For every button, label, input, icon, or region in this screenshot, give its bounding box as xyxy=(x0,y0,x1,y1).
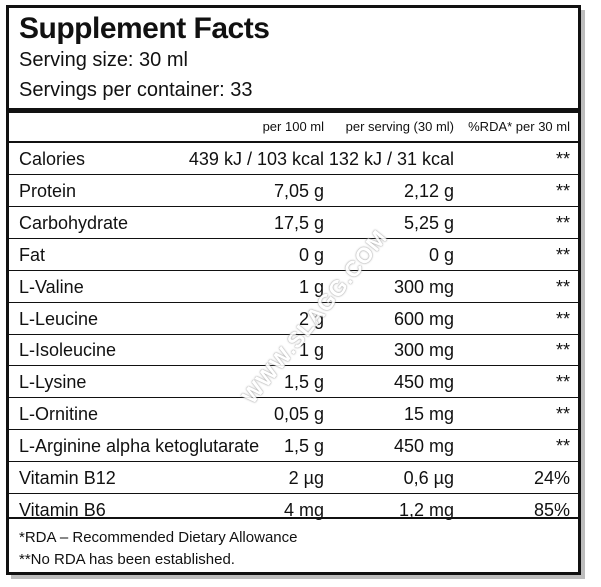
column-header-rda: %RDA* per 30 ml xyxy=(468,119,570,134)
value-per-serving: 132 kJ / 31 kcal xyxy=(328,149,454,169)
value-rda: 85% xyxy=(533,499,570,520)
column-header-per-serving: per serving (30 ml) xyxy=(345,119,454,134)
value-per-serving: 5,25 g xyxy=(403,212,454,233)
value-rda: ** xyxy=(555,180,570,201)
value-per-100ml: 0 g xyxy=(298,244,324,265)
row-divider xyxy=(9,397,578,399)
value-rda: ** xyxy=(555,340,570,361)
value-per-100ml: 0,05 g xyxy=(273,404,324,425)
value-per-100ml: 1 g xyxy=(298,276,324,297)
panel-shadow-right xyxy=(581,10,585,578)
table-row: L-Arginine alpha ketoglutarate 1,5 g 450 m… xyxy=(9,430,578,463)
table-row: L-Ornitine 0,05 g 15 mg ** xyxy=(9,398,578,431)
supplement-facts-panel: Supplement Facts Serving size: 30 ml Ser… xyxy=(6,5,581,575)
panel-shadow-bottom xyxy=(11,575,585,579)
value-rda: ** xyxy=(555,404,570,425)
nutrient-name: L-Ornitine xyxy=(19,404,99,425)
value-per-100ml: 1,5 g xyxy=(283,372,324,393)
nutrient-name: Protein xyxy=(19,180,77,201)
nutrient-name: Vitamin B12 xyxy=(19,468,116,488)
value-rda: ** xyxy=(555,149,570,169)
nutrient-name: L-Valine xyxy=(19,276,84,297)
table-row: L-Lysine 1,5 g 450 mg ** xyxy=(9,366,578,399)
table-row: L-Leucine 2 g 600 mg ** xyxy=(9,303,578,335)
value-per-100ml: 1 g xyxy=(298,340,324,361)
value-per-serving: 600 mg xyxy=(393,308,454,329)
value-per-serving: 2,12 g xyxy=(403,180,454,201)
nutrient-name: L-Lysine xyxy=(19,372,87,393)
value-per-100ml: 439 kJ / 103 kcal xyxy=(188,149,324,169)
column-header-per-100ml: per 100 ml xyxy=(262,119,324,134)
value-rda: ** xyxy=(555,436,570,457)
table-row: Vitamin B6 4 mg 1,2 mg 85% xyxy=(9,494,578,525)
table-row: Protein 7,05 g 2,12 g ** xyxy=(9,175,578,207)
value-rda: ** xyxy=(555,308,570,329)
value-rda: ** xyxy=(555,276,570,297)
nutrient-name: L-Arginine alpha ketoglutarate xyxy=(19,436,260,457)
row-divider xyxy=(9,174,578,175)
value-rda: ** xyxy=(555,212,570,233)
row-divider xyxy=(9,461,578,463)
value-per-100ml: 2 µg xyxy=(288,468,324,488)
value-per-serving: 0,6 µg xyxy=(403,468,454,488)
row-divider xyxy=(9,365,578,367)
column-header-divider xyxy=(9,141,578,143)
nutrient-name: Calories xyxy=(19,149,86,169)
row-divider xyxy=(9,333,578,335)
value-rda: ** xyxy=(555,244,570,265)
value-per-100ml: 4 mg xyxy=(283,499,324,520)
header-divider xyxy=(9,108,578,113)
footnote-rda: *RDA – Recommended Dietary Allowance xyxy=(19,529,298,546)
nutrient-name: L-Leucine xyxy=(19,308,99,329)
value-rda: ** xyxy=(555,372,570,393)
table-row: L-Valine 1 g 300 mg ** xyxy=(9,271,578,303)
value-per-serving: 1,2 mg xyxy=(398,499,454,520)
table-row: Carbohydrate 17,5 g 5,25 g ** xyxy=(9,207,578,239)
panel-title: Supplement Facts xyxy=(19,12,270,45)
value-rda: 24% xyxy=(533,468,570,488)
value-per-serving: 0 g xyxy=(428,244,454,265)
table-row: Calories 439 kJ / 103 kcal 132 kJ / 31 kca… xyxy=(9,143,578,175)
value-per-100ml: 1,5 g xyxy=(283,436,324,457)
value-per-serving: 450 mg xyxy=(393,372,454,393)
value-per-serving: 300 mg xyxy=(393,340,454,361)
row-divider xyxy=(9,493,578,494)
row-divider xyxy=(9,205,578,207)
value-per-serving: 15 mg xyxy=(403,404,454,425)
value-per-serving: 300 mg xyxy=(393,276,454,297)
footnote-no-rda: **No RDA has been established. xyxy=(19,551,235,568)
servings-per-container: Servings per container: 33 xyxy=(19,79,253,101)
table-row: Vitamin B12 2 µg 0,6 µg 24% xyxy=(9,462,578,494)
row-divider xyxy=(9,429,578,431)
serving-size: Serving size: 30 ml xyxy=(19,49,188,71)
value-per-100ml: 2 g xyxy=(298,308,324,329)
row-divider xyxy=(9,301,578,303)
row-divider xyxy=(9,269,578,271)
row-divider xyxy=(9,237,578,239)
table-row: L-Isoleucine 1 g 300 mg ** xyxy=(9,334,578,367)
table-row: Fat 0 g 0 g ** xyxy=(9,239,578,271)
nutrient-name: Fat xyxy=(19,244,46,265)
value-per-100ml: 17,5 g xyxy=(273,212,324,233)
footnote-divider xyxy=(9,517,578,519)
value-per-serving: 450 mg xyxy=(393,436,454,457)
value-per-100ml: 7,05 g xyxy=(273,180,324,201)
nutrient-name: Vitamin B6 xyxy=(19,499,106,520)
nutrient-name: Carbohydrate xyxy=(19,212,129,233)
nutrient-name: L-Isoleucine xyxy=(19,340,117,361)
